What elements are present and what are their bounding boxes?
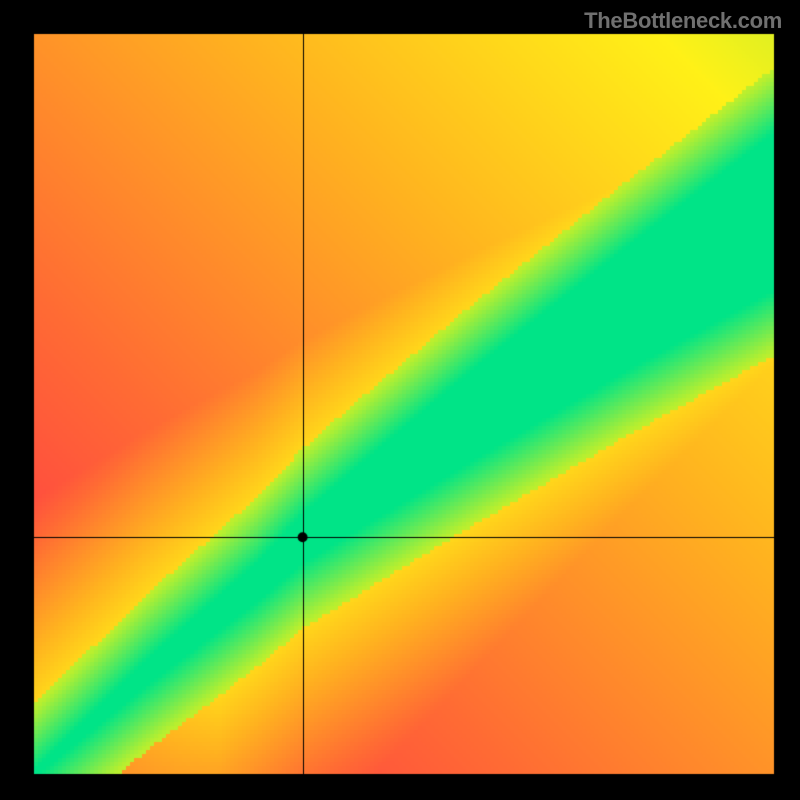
heatmap-canvas: [0, 0, 800, 800]
chart-container: TheBottleneck.com: [0, 0, 800, 800]
watermark-text: TheBottleneck.com: [584, 8, 782, 34]
